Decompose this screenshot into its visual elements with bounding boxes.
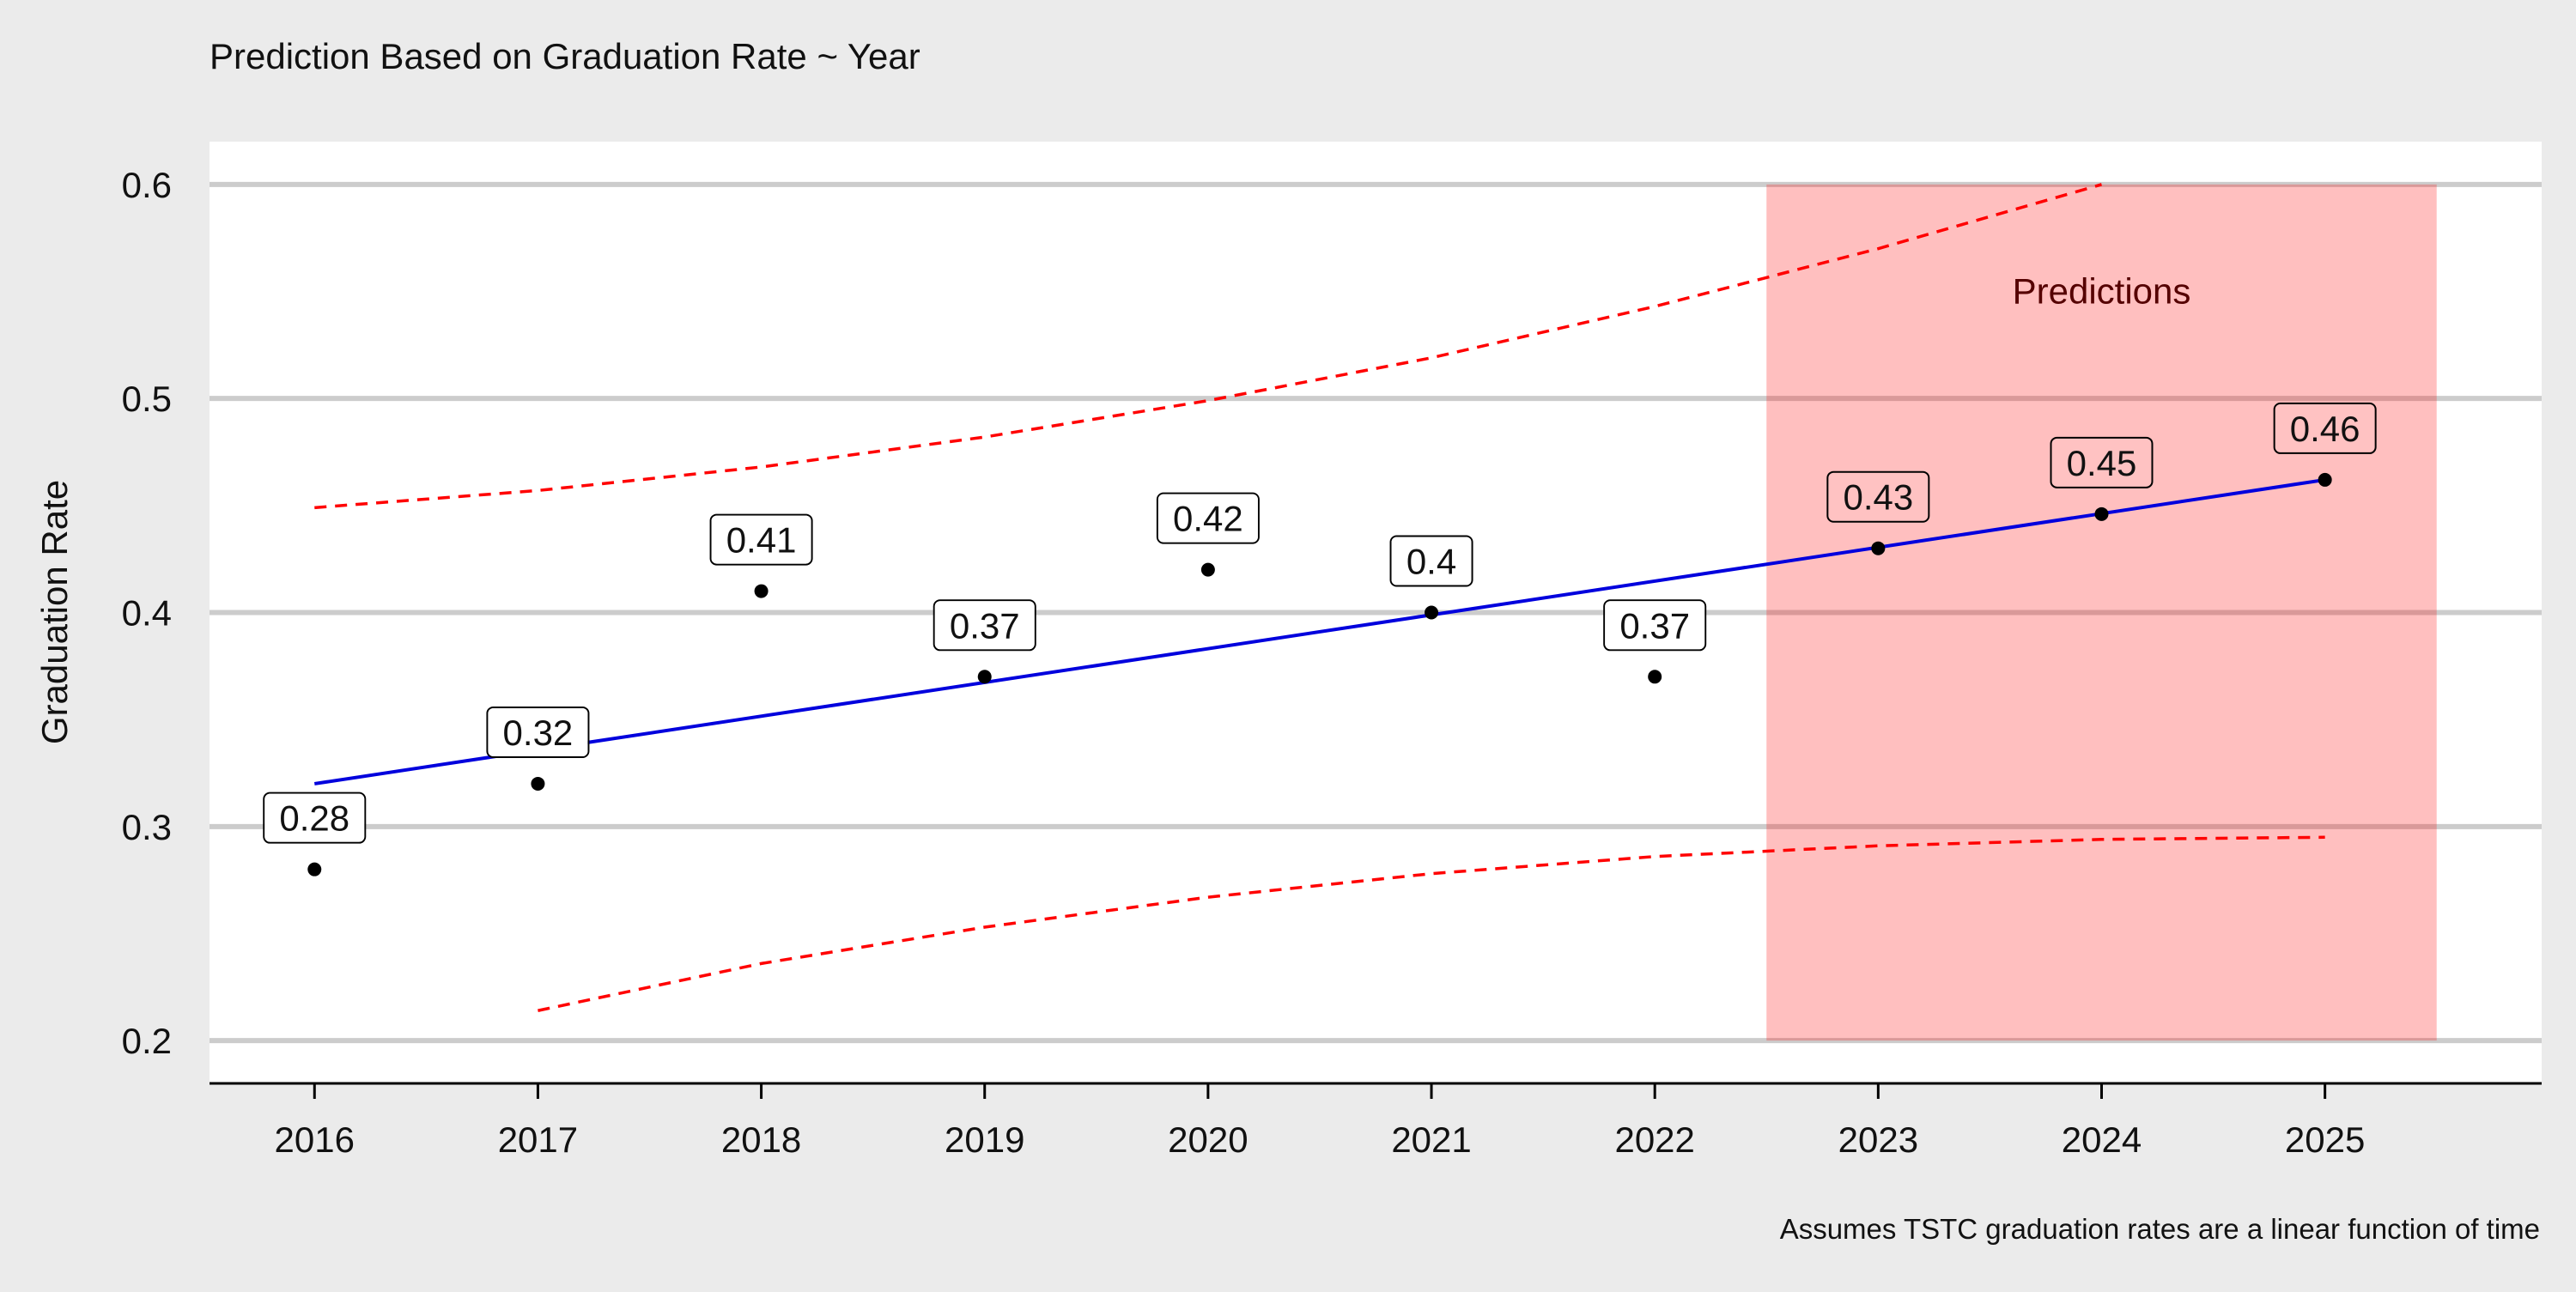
x-tick-label: 2020 xyxy=(1168,1119,1248,1160)
data-label-bg-2018 xyxy=(711,515,811,564)
predictions-annotation: Predictions xyxy=(2013,271,2191,312)
data-label-box-2021 xyxy=(1389,535,1473,587)
fit-layer xyxy=(313,477,2325,786)
data-point-2016 xyxy=(307,862,322,876)
data-label-box-2017 xyxy=(486,706,590,758)
data-label-box-2020 xyxy=(1156,492,1260,544)
data-label-2022: 0.37 xyxy=(1619,605,1690,646)
data-label-bg-2021 xyxy=(1391,537,1472,585)
data-label-bg-2019 xyxy=(934,601,1035,650)
prediction-region-layer: Predictions xyxy=(1766,184,2437,1041)
x-tick-label: 2016 xyxy=(275,1119,355,1160)
data-point-2018 xyxy=(754,584,769,598)
data-label-bg-2024 xyxy=(2051,438,2152,487)
data-label-box-2019 xyxy=(933,599,1036,652)
data-label-bg-2023 xyxy=(1828,472,1929,521)
data-label-box-2016 xyxy=(263,792,367,844)
upper-bound-line xyxy=(314,183,2102,510)
x-ticks-layer: 2016 2017 2018 2019 2020 2021 2022 2023 2024 2025 xyxy=(275,1083,2365,1160)
x-tick-label: 2023 xyxy=(1838,1119,1918,1160)
x-tick-label: 2019 xyxy=(945,1119,1024,1160)
fit-line xyxy=(313,477,2325,786)
data-label-2024: 0.45 xyxy=(2067,443,2137,483)
data-label-2020: 0.42 xyxy=(1173,499,1243,539)
prediction-region xyxy=(1766,184,2437,1041)
data-label-bg-2022 xyxy=(1605,601,1705,650)
y-tick-label: 0.5 xyxy=(122,379,172,419)
bounds-layer xyxy=(314,183,2325,1012)
data-label-bg-2020 xyxy=(1157,494,1258,543)
data-label-2023: 0.43 xyxy=(1843,477,1913,518)
data-label-2016: 0.28 xyxy=(279,798,349,839)
grid-layer xyxy=(210,181,2542,1044)
data-label-bg-2016 xyxy=(264,793,365,842)
data-point-2017 xyxy=(531,776,545,791)
y-axis-label: Graduation Rate xyxy=(34,480,75,744)
data-label-box-2018 xyxy=(709,513,813,566)
data-label-box-2024 xyxy=(2050,436,2154,488)
data-label-bg-2025 xyxy=(2275,403,2375,452)
data-point-2025 xyxy=(2318,472,2332,487)
data-label-2017: 0.32 xyxy=(503,713,574,753)
chart-title: Prediction Based on Graduation Rate ~ Ye… xyxy=(210,36,920,76)
y-tick-label: 0.3 xyxy=(122,807,172,847)
data-point-2022 xyxy=(1648,670,1662,684)
data-point-2019 xyxy=(977,670,992,684)
data-point-2023 xyxy=(1871,541,1886,555)
x-tick-label: 2018 xyxy=(721,1119,801,1160)
data-label-box-2022 xyxy=(1603,599,1707,652)
data-label-bg-2017 xyxy=(488,707,588,756)
data-point-2021 xyxy=(1425,605,1439,620)
y-tick-label: 0.2 xyxy=(122,1021,172,1061)
x-tick-label: 2024 xyxy=(2062,1119,2142,1160)
x-tick-label: 2017 xyxy=(498,1119,578,1160)
y-ticks-layer: 0.2 0.3 0.4 0.5 0.6 xyxy=(122,165,172,1061)
data-point-2024 xyxy=(2094,506,2109,521)
data-label-2018: 0.41 xyxy=(726,520,797,561)
chart-caption: Assumes TSTC graduation rates are a line… xyxy=(1780,1213,2540,1245)
data-label-2021: 0.4 xyxy=(1406,542,1456,582)
x-tick-label: 2025 xyxy=(2285,1119,2365,1160)
x-tick-label: 2021 xyxy=(1391,1119,1471,1160)
data-point-2020 xyxy=(1200,562,1215,577)
data-label-2025: 0.46 xyxy=(2290,409,2360,449)
value-labels-layer: 0.28 0.32 0.41 0.37 0.42 0.4 0.37 0.43 0.45 0.46 xyxy=(263,402,2377,844)
data-label-box-2023 xyxy=(1826,470,1930,523)
x-tick-label: 2022 xyxy=(1614,1119,1694,1160)
points-layer xyxy=(307,472,2332,876)
data-label-2019: 0.37 xyxy=(950,605,1020,646)
data-label-box-2025 xyxy=(2273,402,2377,454)
y-tick-label: 0.4 xyxy=(122,593,172,634)
y-tick-label: 0.6 xyxy=(122,165,172,205)
